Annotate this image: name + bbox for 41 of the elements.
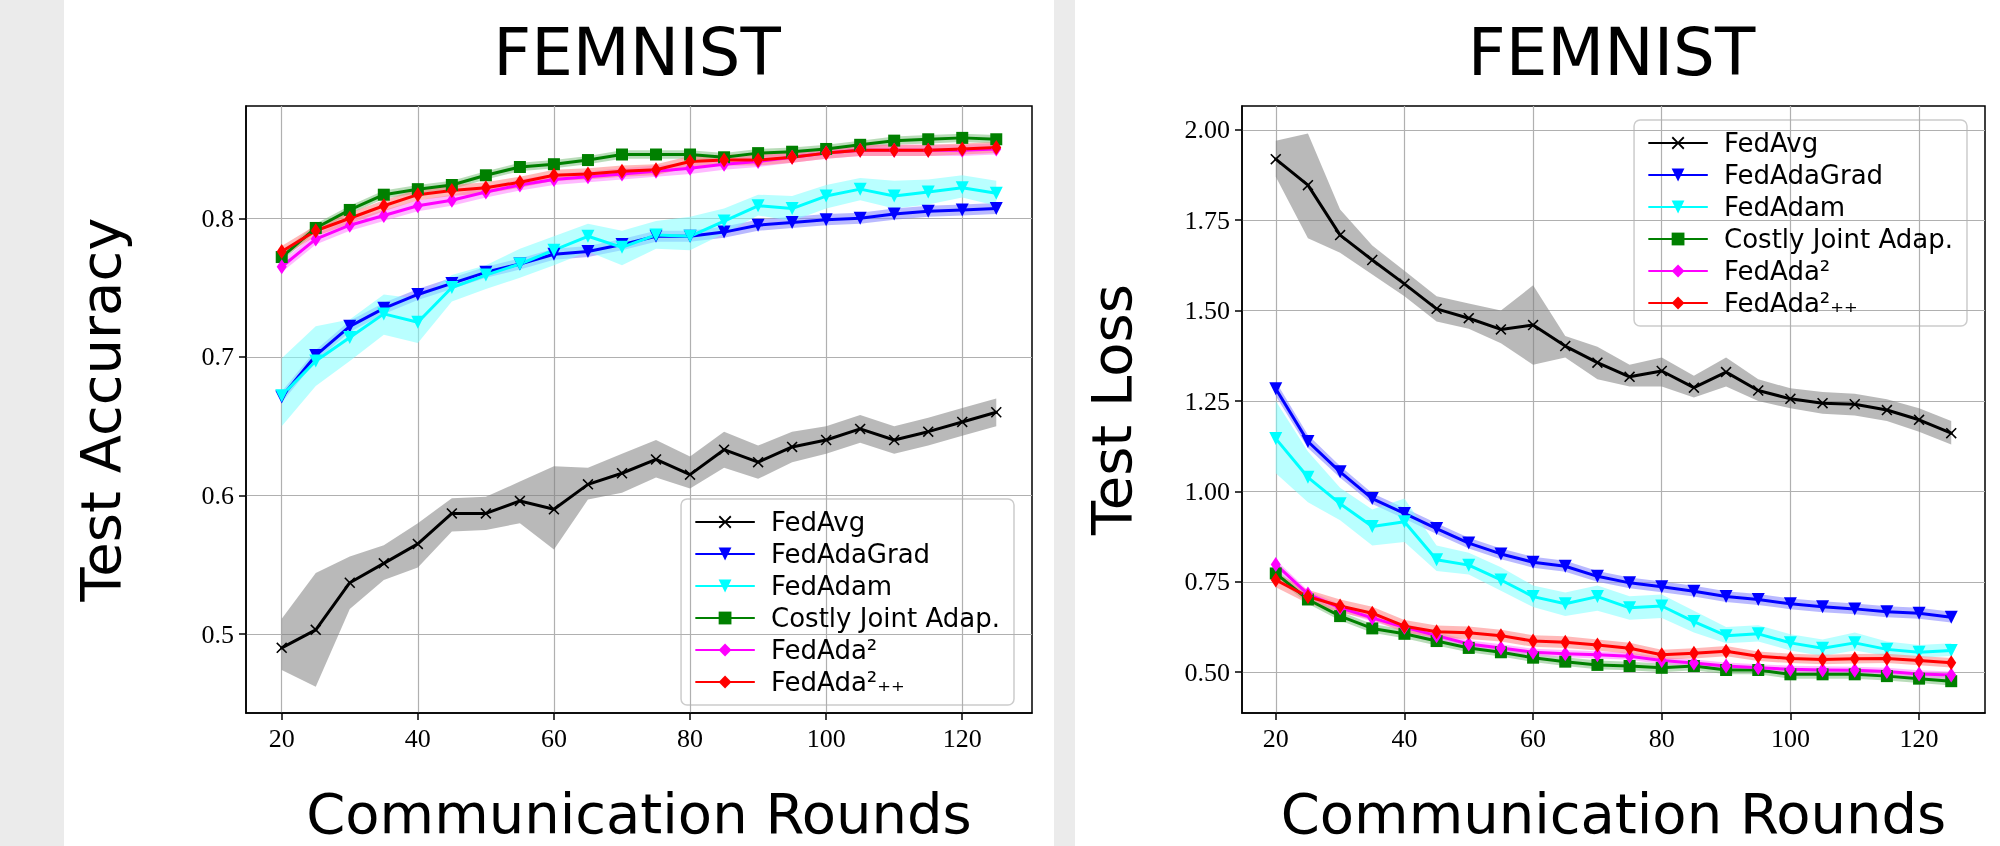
y-tick-label: 1.50 <box>1184 296 1230 326</box>
x-tick-label: 60 <box>1520 723 1547 753</box>
chart-title: FEMNIST <box>493 13 782 91</box>
x-tick-label: 60 <box>540 723 567 753</box>
x-tick-label: 80 <box>1648 723 1675 753</box>
x-tick-label: 40 <box>1391 723 1418 753</box>
x-tick-label: 40 <box>404 723 431 753</box>
y-tick-label: 0.50 <box>1184 657 1230 687</box>
x-tick-label: 20 <box>268 723 295 753</box>
legend-label: FedAda²₊₊ <box>771 667 905 697</box>
y-tick-label: 1.75 <box>1184 205 1230 235</box>
y-tick-label: 2.00 <box>1184 115 1230 145</box>
legend-label: Costly Joint Adap. <box>1724 224 1954 254</box>
legend-label: FedAda² <box>1724 256 1831 286</box>
x-tick-label: 20 <box>1262 723 1289 753</box>
legend-label: FedAvg <box>1724 128 1819 158</box>
y-tick-label: 0.7 <box>201 342 234 372</box>
y-tick-label: 1.00 <box>1184 476 1230 506</box>
x-tick-label: 100 <box>806 723 846 753</box>
legend-label: FedAdaGrad <box>771 539 931 569</box>
legend-label: FedAdaGrad <box>1724 160 1884 190</box>
x-axis-title: Communication Rounds <box>306 780 972 846</box>
x-tick-label: 120 <box>1899 723 1939 753</box>
legend-label: FedAvg <box>771 507 866 537</box>
legend-label: FedAdam <box>1724 192 1846 222</box>
x-tick-label: 80 <box>677 723 704 753</box>
legend-label: FedAdam <box>771 571 893 601</box>
legend-label: Costly Joint Adap. <box>771 603 1001 633</box>
y-tick-label: 0.6 <box>201 480 234 510</box>
x-tick-label: 100 <box>1770 723 1810 753</box>
y-tick-label: 0.75 <box>1184 567 1230 597</box>
legend-label: FedAda²₊₊ <box>1724 288 1858 318</box>
x-axis-title: Communication Rounds <box>1280 780 1947 846</box>
x-tick-label: 120 <box>942 723 982 753</box>
y-tick-label: 0.5 <box>201 619 234 649</box>
chart-title: FEMNIST <box>1467 13 1757 91</box>
y-axis-title: Test Accuracy <box>67 217 133 603</box>
legend-label: FedAda² <box>771 635 878 665</box>
y-tick-label: 1.25 <box>1184 386 1230 416</box>
y-tick-label: 0.8 <box>201 203 234 233</box>
y-axis-title: Test Loss <box>1078 284 1144 536</box>
